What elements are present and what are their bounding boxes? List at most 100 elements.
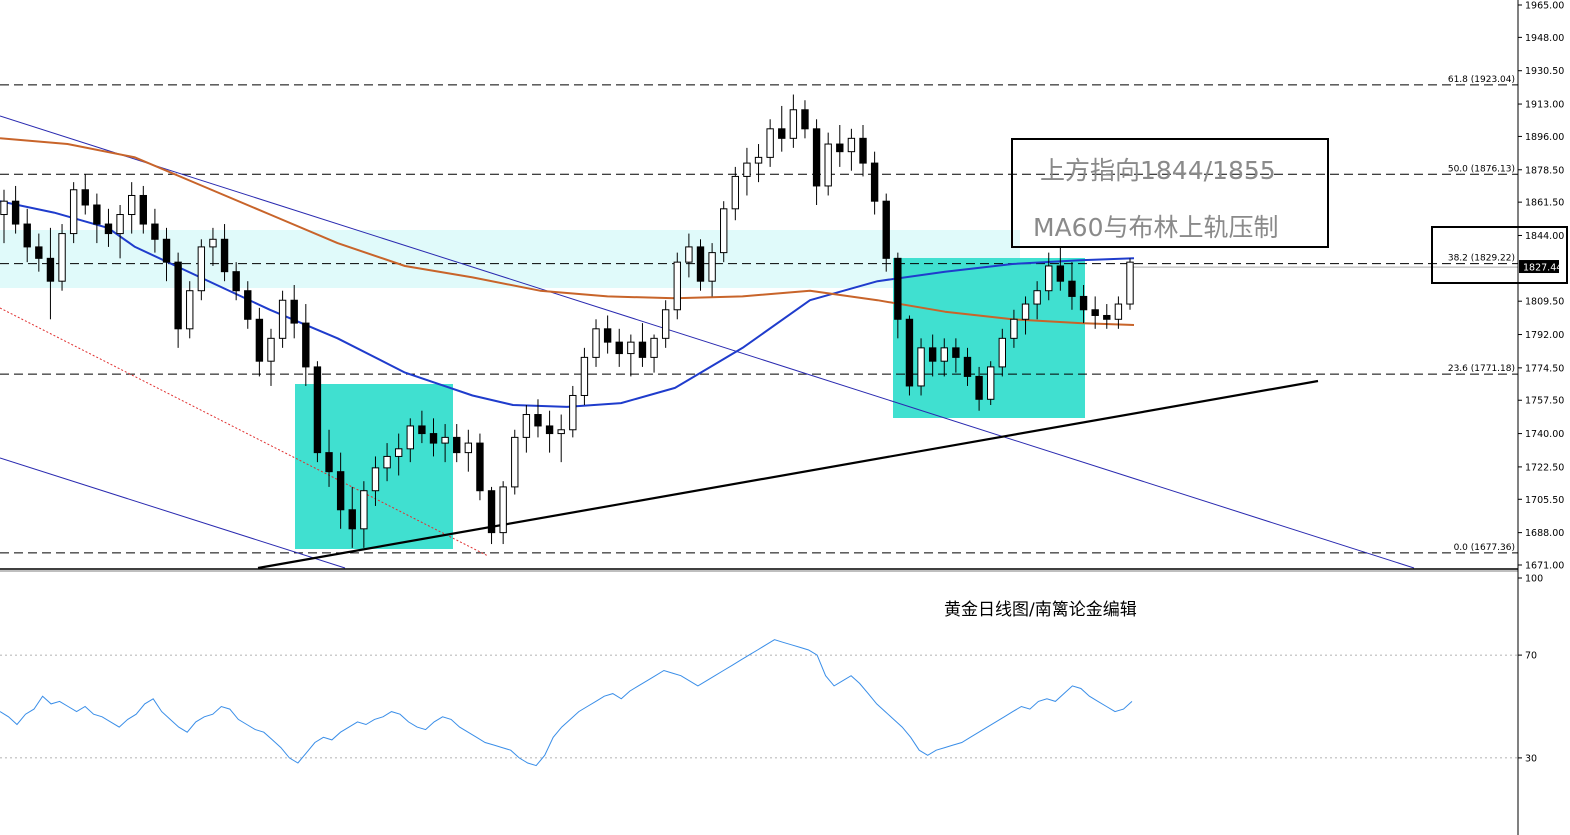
moving-average-orange	[0, 137, 1135, 326]
candle-body	[313, 366, 322, 454]
candle-body	[197, 246, 206, 292]
candle-body	[162, 238, 171, 263]
ascending-support-line	[257, 379, 1319, 570]
candle-body	[673, 261, 681, 311]
candle-body	[812, 128, 821, 187]
candle-body	[975, 375, 983, 400]
candle-body	[1079, 295, 1088, 311]
candle-body	[220, 238, 229, 273]
price-tick-label: 1930.50	[1525, 66, 1564, 77]
candle-body	[0, 200, 8, 216]
candle-body	[476, 442, 484, 492]
candle-body	[847, 137, 856, 153]
price-axis: 1965.00 1948.00 1930.50 1913.00 1896.00 1878.…	[1517, 0, 1564, 835]
candle-body	[69, 189, 78, 235]
candle-body	[1091, 309, 1099, 316]
candle-body	[174, 261, 182, 330]
indicator-tick-label: 100	[1525, 574, 1543, 585]
candle-body	[418, 425, 426, 435]
price-tick-label: 1671.00	[1525, 561, 1564, 572]
candle-body	[244, 290, 252, 320]
candle-body	[1103, 314, 1111, 320]
candle-body	[290, 299, 298, 324]
candle-body	[93, 204, 101, 225]
candle-body	[522, 414, 531, 438]
moving-averages	[0, 137, 1135, 408]
candle-body	[429, 433, 438, 444]
candle-body	[104, 223, 113, 235]
price-tick-label: 1809.50	[1525, 297, 1564, 308]
candle-body	[336, 471, 345, 511]
candle-body	[35, 246, 43, 259]
candle-body	[638, 341, 647, 358]
candle-body	[151, 223, 159, 240]
price-tick-label: 1705.50	[1525, 495, 1564, 506]
candle-body	[1045, 265, 1053, 292]
price-tick-label: 1757.50	[1525, 396, 1564, 407]
annotation-line-2: MA60与布林上轨压制	[1033, 213, 1278, 242]
candle-body	[116, 214, 124, 235]
annotation-box	[1011, 138, 1329, 248]
candle-body	[859, 137, 867, 164]
price-tick-label: 1844.00	[1525, 231, 1564, 242]
candle-body	[23, 223, 31, 248]
candle-body	[905, 318, 914, 387]
fib-level-label: 50.0 (1876.13)	[1448, 164, 1515, 174]
indicator-line	[0, 639, 1133, 767]
candle-body	[603, 328, 612, 343]
price-tick-label: 1913.00	[1525, 100, 1564, 111]
candle-body	[882, 200, 890, 259]
candle-body	[615, 341, 623, 355]
candle-body	[917, 347, 925, 387]
moving-average-blue	[0, 200, 1135, 408]
candle-body	[534, 414, 542, 427]
candle-body	[46, 257, 55, 282]
candle-body	[661, 309, 670, 339]
candle-body	[348, 509, 356, 530]
candle-body	[1033, 290, 1041, 305]
indicator-panel: 黄金日线图/南篱论金编辑 100 70 30	[0, 574, 1543, 767]
current-price-highlight-box	[1431, 226, 1568, 284]
price-tick-label: 1948.00	[1525, 33, 1564, 44]
current-price-label: 1827.44	[1523, 263, 1562, 274]
candle-body	[278, 299, 287, 339]
candle-body	[186, 290, 194, 330]
candle-body	[696, 246, 705, 282]
candle-body	[650, 337, 658, 358]
candle-body	[453, 436, 461, 454]
price-tick-label: 1740.00	[1525, 429, 1564, 440]
fib-level-label: 23.6 (1771.18)	[1448, 364, 1515, 374]
descending-channel-upper	[0, 115, 1415, 569]
consolidation-box-left	[295, 384, 453, 549]
candle-body	[557, 429, 565, 435]
candle-body	[232, 271, 240, 292]
candle-body	[360, 490, 368, 530]
price-panel: 61.8 (1923.04) 50.0 (1876.13) 38.2 (1829.2…	[0, 75, 1568, 570]
candle-body	[255, 318, 264, 362]
candle-body	[487, 490, 496, 534]
candle-body	[1126, 261, 1134, 305]
candle-body	[708, 252, 716, 282]
candle-body	[1021, 303, 1030, 320]
candle-body	[394, 448, 403, 457]
fib-level-label: 38.2 (1829.22)	[1448, 254, 1515, 264]
candle-body	[464, 442, 473, 454]
candle-body	[406, 425, 414, 450]
current-price-tag: 1827.44	[1519, 260, 1562, 274]
candle-body	[801, 109, 809, 130]
price-tick-label: 1896.00	[1525, 132, 1564, 143]
candle-body	[940, 347, 948, 362]
candle-body	[209, 238, 217, 248]
candle-body	[928, 347, 937, 362]
red-dotted-trendline	[0, 307, 489, 557]
candle-body	[81, 189, 89, 206]
candle-body	[778, 128, 786, 139]
candle-body	[511, 436, 519, 488]
candle-body	[302, 322, 310, 368]
price-tick-label: 1774.50	[1525, 363, 1564, 374]
candle-body	[987, 366, 995, 400]
candle-body	[836, 143, 844, 153]
candle-body	[754, 156, 763, 164]
indicator-tick-label: 70	[1525, 651, 1537, 662]
